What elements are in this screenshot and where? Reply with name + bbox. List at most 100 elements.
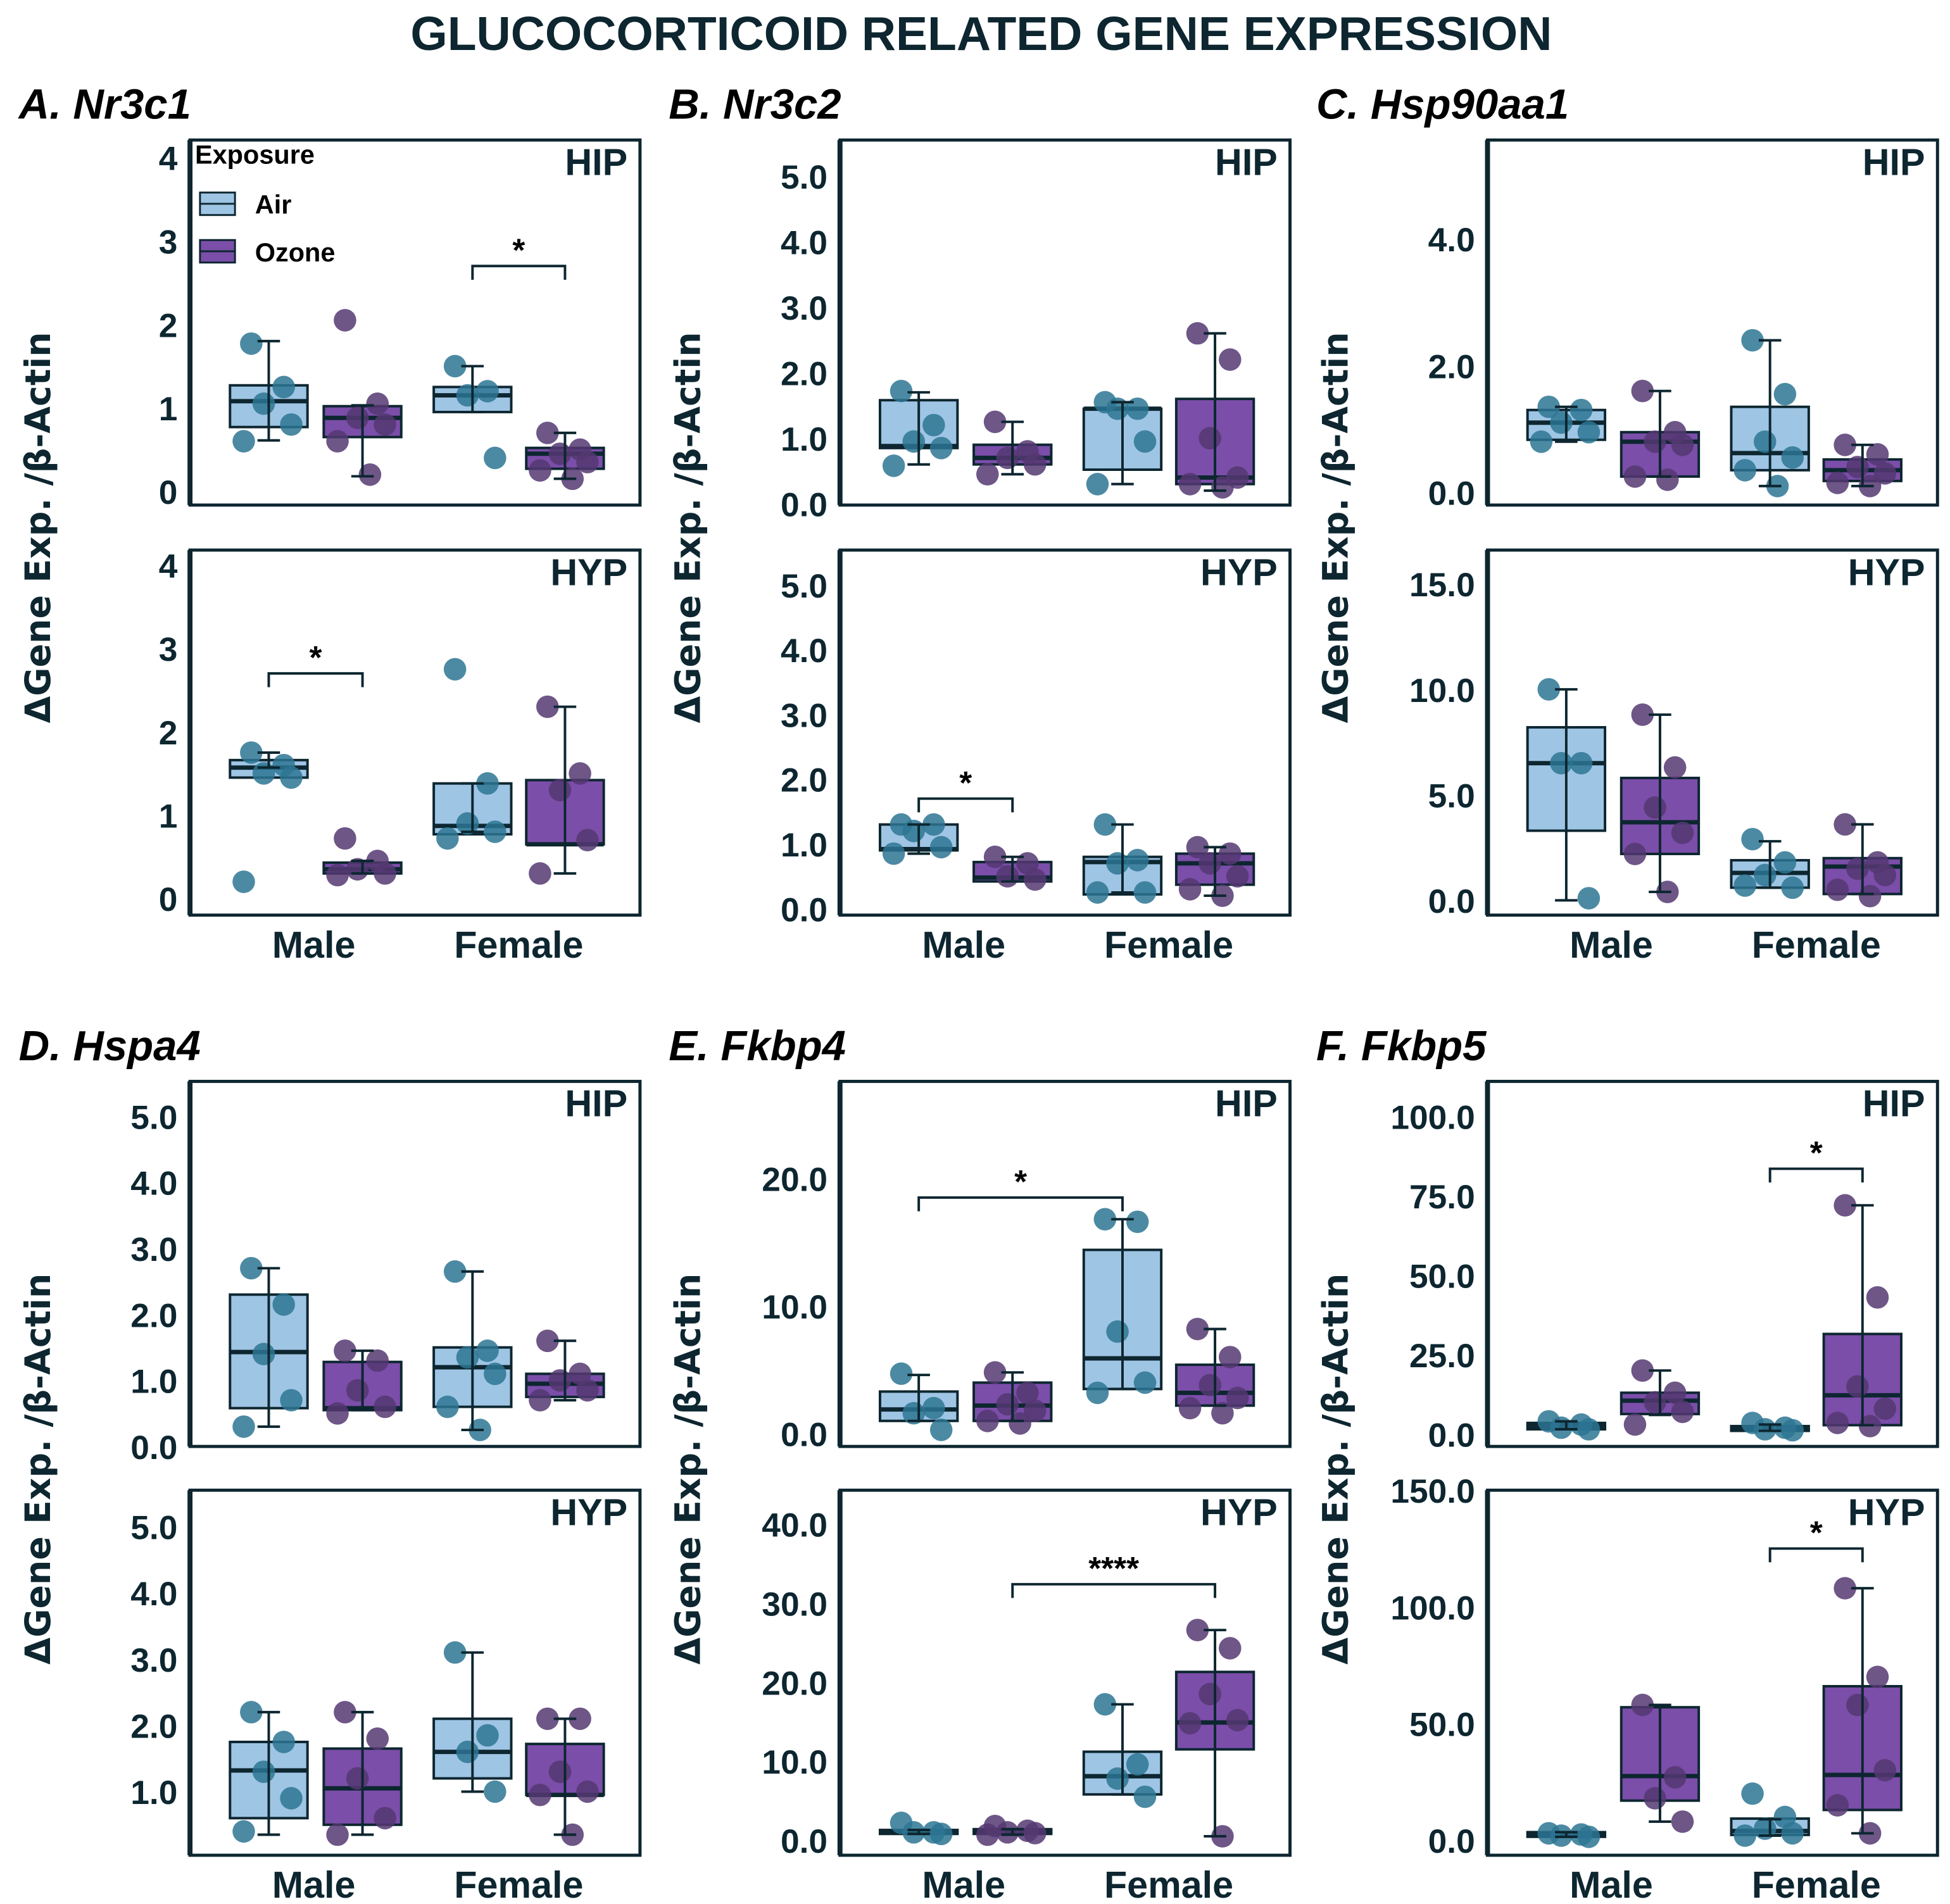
box-female-ozone [525,695,605,885]
data-point [374,862,396,885]
data-point [232,1820,255,1843]
box-female-air [1082,391,1163,496]
data-point [569,762,591,785]
data-point [1873,863,1897,887]
region-label: HIP [1215,1082,1278,1125]
y-tick-label: 40.0 [762,1507,827,1544]
x-tick-label-female: Female [454,924,583,966]
y-tick-label: 5.0 [781,568,827,605]
y-tick-label: 5.0 [130,1510,177,1547]
data-point [1631,379,1654,403]
data-point [996,1820,1019,1844]
data-point [996,865,1019,888]
data-point [1754,430,1777,453]
panel-fkbp5: F. Fkbp5 ΔGene Exp. /β-Actin Male Female HIP… [1316,1022,1939,1904]
data-point [1198,852,1221,875]
data-point [456,384,479,407]
y-tick-label: 10.0 [1409,672,1475,710]
data-point [240,1701,263,1724]
data-point [1644,796,1666,819]
panel-title: F. Fkbp5 [1316,1022,1487,1070]
data-point [1211,476,1234,499]
data-point [374,1807,396,1830]
y-tick-label: 100.0 [1390,1099,1475,1136]
region-label: HIP [565,141,627,183]
data-point [1577,1826,1601,1848]
panel-title: E. Fkbp4 [669,1022,846,1070]
data-point [1093,813,1117,836]
data-point [983,1361,1007,1384]
y-tick-label: 4.0 [781,632,827,670]
figure-title: GLUCOCORTICOID RELATED GENE EXPRESSION [410,7,1552,60]
data-point [922,813,945,836]
panel-hsp90aa1: C. Hsp90aa1 ΔGene Exp. /β-Actin Male Female… [1316,81,1939,966]
data-point [240,741,263,764]
y-axis-label: ΔGene Exp. /β-Actin [669,1274,709,1665]
y-tick-label: 3.0 [130,1642,177,1679]
box-male-ozone [1620,379,1701,491]
y-tick-label: 1.0 [781,421,827,458]
data-point [1133,1371,1157,1394]
data-point [1550,1416,1573,1439]
data-point [548,779,572,802]
data-point [1126,1210,1149,1234]
box-male-air [1526,678,1607,910]
data-point [326,863,349,887]
data-point [1186,1317,1209,1341]
data-point [922,413,945,437]
data-point [436,1395,459,1419]
data-point [326,1402,349,1425]
data-point [976,1410,999,1432]
legend-entry: Air [255,190,292,220]
data-point [456,1740,479,1763]
box-female-ozone [1822,813,1903,908]
x-tick-label-female: Female [1752,1863,1881,1904]
box-female-ozone [1174,1619,1255,1848]
data-point [1733,1824,1756,1847]
data-point [252,392,275,415]
data-point [1656,468,1679,491]
region-hyp: HYP 0.0 1.0 2.0 3.0 4.0 5.0 * [781,548,1292,929]
x-tick-label-male: Male [272,1863,356,1904]
box-male-ozone [322,827,403,887]
data-point [929,1822,953,1846]
significance-label: **** [1088,1550,1139,1586]
box-female-air [432,354,513,470]
data-point [536,1329,559,1353]
data-point [1226,1386,1249,1410]
y-tick-label: 4.0 [130,1575,177,1613]
y-axis-label: ΔGene Exp. /β-Actin [1316,332,1356,723]
data-point [1569,751,1593,775]
data-point [1671,1810,1694,1833]
data-point [1106,1320,1129,1343]
y-tick-label: 3.0 [781,290,827,327]
box-male-air [229,332,309,453]
data-point [252,1760,275,1783]
significance-bracket [1011,1582,1217,1598]
y-tick-label: 75.0 [1409,1179,1475,1216]
data-point [1623,465,1647,488]
data-point [443,1641,467,1664]
data-point [902,430,926,453]
y-tick-label: 0.0 [1428,883,1475,920]
data-point [1569,398,1593,422]
data-point [1226,1708,1249,1732]
data-point [929,1419,953,1441]
data-point [548,1369,572,1392]
data-point [529,459,551,482]
data-point [1219,1637,1242,1660]
data-point [1671,821,1694,844]
data-point [1550,411,1573,434]
data-point [280,1389,303,1412]
y-tick-label: 100.0 [1390,1589,1475,1627]
data-point [326,1823,349,1846]
data-point [232,1415,255,1438]
box-male-ozone [1620,1359,1701,1436]
data-point [484,1780,506,1803]
box-male-air [1526,1410,1607,1441]
data-point [1186,836,1209,859]
data-point [280,1787,303,1810]
panel-fkbp4: E. Fkbp4 ΔGene Exp. /β-Actin Male Female HIP… [669,1022,1292,1904]
box-male-ozone [972,845,1053,891]
data-point [576,1780,599,1803]
